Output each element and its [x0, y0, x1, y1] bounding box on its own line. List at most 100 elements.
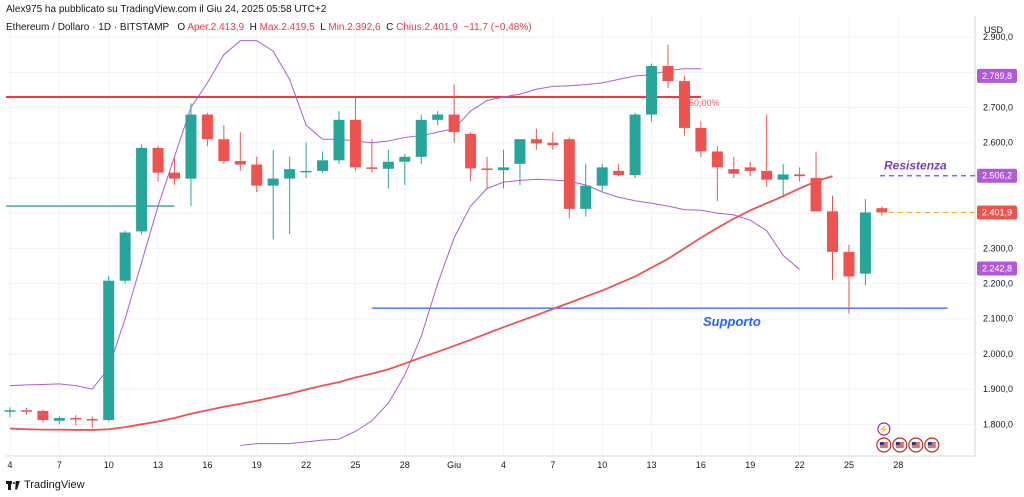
fib-label: 50,00%: [689, 98, 720, 108]
candle-down[interactable]: [481, 168, 493, 170]
candle-down[interactable]: [678, 81, 690, 128]
candle-down[interactable]: [613, 170, 625, 176]
y-tick-label: 2.100,0: [983, 314, 1013, 324]
x-tick-label: 22: [795, 460, 805, 470]
candle-up[interactable]: [53, 417, 65, 421]
candle-up[interactable]: [267, 178, 279, 186]
resistance-label: Resistenza: [884, 159, 947, 173]
candle-down[interactable]: [662, 65, 674, 82]
y-tick-label: 2.900,0: [983, 32, 1013, 42]
candle-down[interactable]: [218, 139, 230, 162]
x-tick-label: 4: [7, 460, 12, 470]
open-value: Aper.2.413,9: [187, 22, 245, 33]
candle-down[interactable]: [843, 251, 855, 277]
x-tick-label: 7: [57, 460, 62, 470]
price-badge-label: 2.242,8: [982, 263, 1012, 273]
x-tick-label: 10: [104, 460, 114, 470]
x-tick-label: 10: [597, 460, 607, 470]
low-label: L: [320, 22, 326, 33]
us-flag-canton: [895, 442, 900, 445]
candle-up[interactable]: [333, 119, 345, 161]
candle-down[interactable]: [465, 133, 477, 169]
candle-up[interactable]: [317, 160, 329, 171]
x-tick-label: 13: [153, 460, 163, 470]
us-flag-canton: [911, 442, 916, 445]
candle-down[interactable]: [349, 119, 361, 168]
currency-label: USD: [984, 25, 1004, 35]
tradingview-logo[interactable]: TradingView: [6, 479, 85, 491]
candle-up[interactable]: [432, 114, 444, 120]
candle-up[interactable]: [415, 119, 427, 157]
candle-down[interactable]: [563, 139, 575, 209]
candle-down[interactable]: [201, 114, 213, 140]
candle-down[interactable]: [530, 139, 542, 144]
candle-down[interactable]: [37, 410, 49, 421]
y-tick-label: 2.700,0: [983, 103, 1013, 113]
y-tick-label: 2.600,0: [983, 138, 1013, 148]
candle-up[interactable]: [777, 174, 789, 180]
x-tick-label: 25: [350, 460, 360, 470]
candle-up[interactable]: [629, 114, 641, 176]
candle-up[interactable]: [382, 161, 394, 169]
candle-down[interactable]: [366, 167, 378, 169]
candle-up[interactable]: [498, 167, 509, 171]
candle-down[interactable]: [827, 211, 838, 252]
x-tick-label: 4: [501, 460, 506, 470]
x-tick-label: 28: [400, 460, 410, 470]
support-label: Supporto: [703, 314, 761, 329]
candle-down[interactable]: [251, 164, 263, 186]
candle-down[interactable]: [234, 161, 246, 165]
price-badge: [977, 261, 1017, 276]
tradingview-wordmark: TradingView: [24, 479, 85, 491]
y-tick-label: 2.200,0: [983, 279, 1013, 289]
candle-up[interactable]: [284, 169, 296, 179]
candle-down[interactable]: [711, 151, 723, 168]
candle-up[interactable]: [514, 139, 526, 164]
x-tick-label: 16: [202, 460, 212, 470]
candle-up[interactable]: [136, 148, 148, 232]
price-badge: [977, 168, 1017, 183]
candle-down[interactable]: [86, 419, 98, 421]
candle-up[interactable]: [103, 280, 115, 421]
lightning-event-icon[interactable]: [877, 422, 891, 436]
moving-average-line: [9, 175, 833, 431]
lightning-glyph: ⚡: [879, 424, 889, 434]
candle-up[interactable]: [580, 185, 592, 209]
change-value: −11,7 (−0,48%): [463, 22, 532, 33]
x-tick-label: 19: [252, 460, 262, 470]
close-label: C: [386, 22, 394, 33]
candle-up[interactable]: [399, 156, 411, 162]
candle-down[interactable]: [728, 169, 740, 174]
candle-down[interactable]: [761, 170, 773, 180]
x-tick-label: 13: [647, 460, 657, 470]
y-tick-label: 2.000,0: [983, 349, 1013, 359]
candle-down[interactable]: [169, 172, 180, 179]
candle-down[interactable]: [794, 174, 806, 177]
candle-down[interactable]: [448, 114, 460, 133]
candle-down[interactable]: [152, 148, 164, 173]
candle-down[interactable]: [744, 167, 756, 171]
plot-area[interactable]: [6, 16, 975, 456]
candle-down[interactable]: [70, 417, 82, 420]
candle-down[interactable]: [20, 410, 32, 412]
candle-down[interactable]: [695, 127, 707, 152]
candle-down[interactable]: [547, 142, 559, 146]
price-badge-label: 2.506,2: [982, 171, 1012, 181]
candle-down[interactable]: [876, 208, 888, 213]
x-tick-label: 19: [745, 460, 755, 470]
us-flag-canton: [927, 442, 932, 445]
x-tick-label: Giu: [447, 460, 461, 470]
candle-down[interactable]: [810, 177, 822, 212]
candle-up[interactable]: [300, 170, 312, 173]
candle-up[interactable]: [596, 167, 608, 186]
candle-up[interactable]: [185, 114, 197, 179]
x-tick-label: 16: [696, 460, 706, 470]
us-flag-canton: [879, 442, 884, 445]
candle-up[interactable]: [646, 65, 658, 115]
candle-up[interactable]: [859, 212, 871, 274]
symbol-name[interactable]: Ethereum / Dollaro · 1D · BITSTAMP: [6, 22, 170, 33]
high-value: Max.2.419,5: [259, 22, 315, 33]
candle-up[interactable]: [4, 410, 16, 412]
candle-up[interactable]: [119, 232, 131, 281]
